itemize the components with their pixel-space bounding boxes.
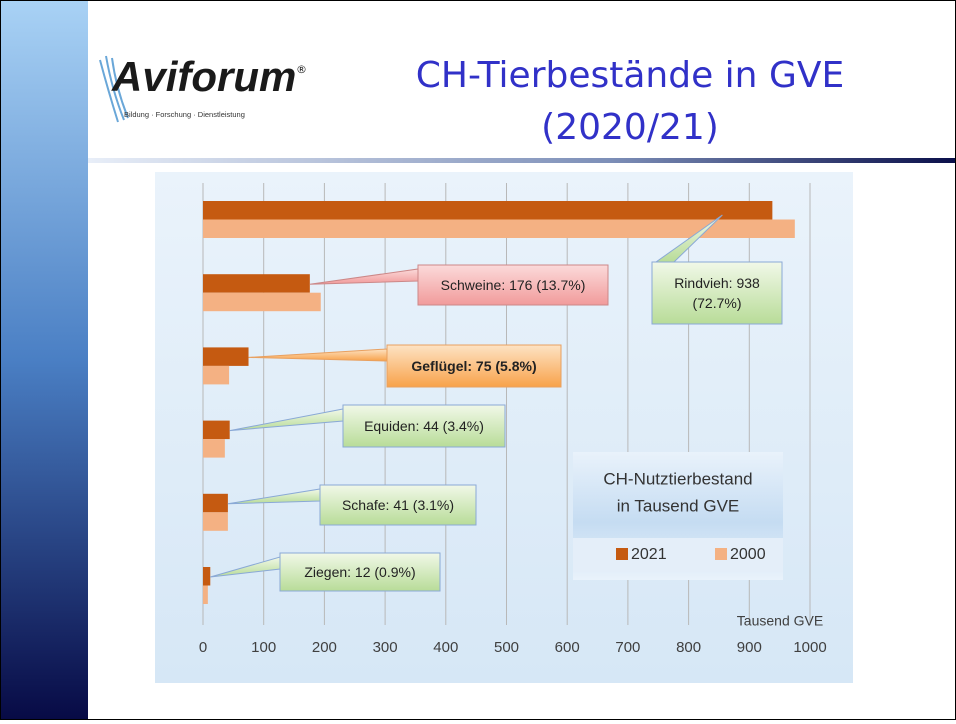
bar <box>203 493 228 513</box>
callout: Schweine: 176 (13.7%) <box>309 264 609 306</box>
legend-label: 2021 <box>631 546 667 563</box>
data-label: Ziegen: 12 (0.9%) <box>304 563 416 580</box>
bar <box>203 347 249 366</box>
x-tick-label: 500 <box>494 639 519 656</box>
callout-text-box: Schweine: 176 (13.7%) <box>440 276 586 293</box>
data-label: Equiden: 44 (3.4%) <box>364 417 484 434</box>
callout: Ziegen: 12 (0.9%) <box>210 552 441 592</box>
callout-box <box>319 484 477 526</box>
legend: CH-Nutztierbestand in Tausend GVE 2021 2000 <box>573 452 783 580</box>
slide-title: CH-Tierbestände in GVE <box>416 55 844 96</box>
callout-text-box: Ziegen: 12 (0.9%) <box>304 563 416 580</box>
callout-box <box>342 404 506 448</box>
bar <box>203 439 225 458</box>
callout: Schafe: 41 (3.1%) <box>227 484 477 526</box>
slide-subtitle: (2020/21) <box>541 107 719 148</box>
title-rule <box>88 158 956 163</box>
callout: Geflügel: 75 (5.8%) <box>248 344 562 388</box>
x-tick-label: 1000 <box>793 639 826 656</box>
x-tick-label: 300 <box>373 639 398 656</box>
callout-text-box: Equiden: 44 (3.4%) <box>364 417 484 434</box>
data-label: Schafe: 41 (3.1%) <box>341 496 455 513</box>
callout-text-box: Geflügel: 75 (5.8%) <box>411 357 537 374</box>
bar <box>203 420 230 440</box>
bar <box>203 219 795 238</box>
x-tick-label: 200 <box>312 639 337 656</box>
chart: 0 100 200 300 400 500 600 700 800 900 1000 Tausend … <box>199 183 827 656</box>
bar <box>203 274 310 293</box>
bar <box>203 292 321 312</box>
side-strip <box>0 0 88 720</box>
x-tick-label: 600 <box>555 639 580 656</box>
data-label: Rindvieh: 938 (72.7%) <box>674 274 760 311</box>
logo: Aviforum ® Bildung · Forschung · Dienstl… <box>99 53 307 123</box>
callout: Equiden: 44 (3.4%) <box>229 404 506 448</box>
callout-text-box: Rindvieh: 938 (72.7%) <box>674 274 760 311</box>
data-label: Geflügel: 75 (5.8%) <box>411 357 537 374</box>
legend-swatch <box>715 548 727 560</box>
bar <box>203 365 230 385</box>
logo-feather <box>99 55 129 123</box>
callout-box <box>417 264 609 306</box>
bar <box>203 567 211 586</box>
legend-title: in Tausend GVE <box>617 496 740 515</box>
data-label: Schweine: 176 (13.7%) <box>440 276 586 293</box>
callout-box <box>386 344 562 388</box>
bar <box>203 512 228 531</box>
legend-title: CH-Nutztierbestand <box>603 469 752 488</box>
callout-box <box>279 552 441 592</box>
logo-mark: ® <box>296 63 307 76</box>
x-tick-label: 800 <box>676 639 701 656</box>
logo-tagline: Bildung · Forschung · Dienstleistung <box>124 110 245 119</box>
x-tick-label: 400 <box>433 639 458 656</box>
legend-label: 2000 <box>730 546 766 563</box>
x-tick-label: 900 <box>737 639 762 656</box>
x-axis-label: Tausend GVE <box>737 613 823 629</box>
x-tick-label: 0 <box>199 639 207 656</box>
x-tick-label: 700 <box>615 639 640 656</box>
legend-row <box>573 538 783 572</box>
callout-box <box>651 261 783 325</box>
logo-name: Aviforum <box>111 53 296 100</box>
bar <box>203 201 773 220</box>
bar <box>203 585 208 604</box>
x-tick-label: 100 <box>251 639 276 656</box>
legend-swatch <box>616 548 628 560</box>
callout-text-box: Schafe: 41 (3.1%) <box>341 496 455 513</box>
callout: Rindvieh: 938 (72.7%) <box>651 214 783 325</box>
